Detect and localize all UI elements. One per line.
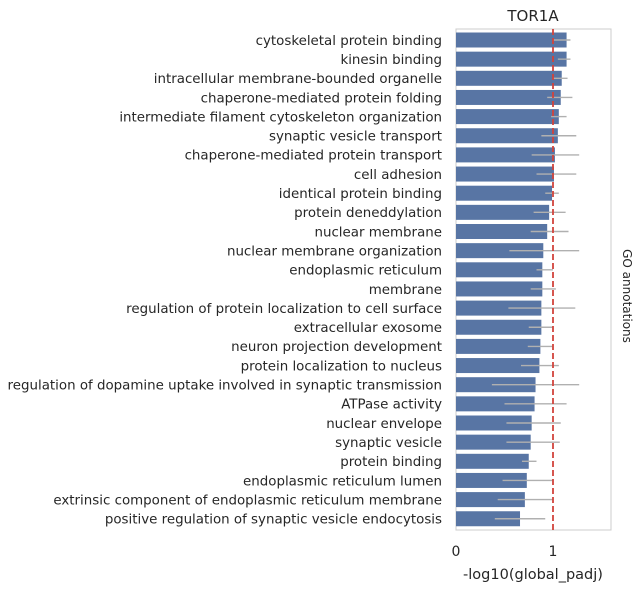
bar xyxy=(456,243,544,259)
category-label: nuclear envelope xyxy=(326,417,442,432)
bar xyxy=(456,281,543,297)
bar xyxy=(456,204,550,220)
bars-group xyxy=(456,32,567,527)
category-label: synaptic vesicle xyxy=(335,436,442,451)
bar xyxy=(456,319,542,335)
bar xyxy=(456,492,525,508)
bar xyxy=(456,224,548,239)
bar xyxy=(456,358,540,374)
bar xyxy=(456,472,527,488)
bar xyxy=(456,300,542,316)
category-label: protein binding xyxy=(340,455,442,470)
chart-title: TOR1A xyxy=(506,7,559,25)
category-label: cytoskeletal protein binding xyxy=(256,34,442,49)
category-label: ATPase activity xyxy=(341,398,442,413)
bar xyxy=(456,166,554,182)
category-label: cell adhesion xyxy=(354,168,442,183)
error-bars-group xyxy=(491,39,580,520)
bar xyxy=(456,32,567,48)
category-label: neuron projection development xyxy=(231,340,442,355)
category-label: chaperone-mediated protein folding xyxy=(201,91,442,106)
bar xyxy=(456,109,559,125)
category-label: regulation of protein localization to ce… xyxy=(126,302,442,317)
category-label: intracellular membrane-bounded organelle xyxy=(154,72,442,87)
category-label: extrinsic component of endoplasmic retic… xyxy=(53,493,442,508)
bar xyxy=(456,262,543,278)
category-label: identical protein binding xyxy=(279,187,442,202)
category-label: kinesin binding xyxy=(340,53,442,68)
x-axis-label: -log10(global_padj) xyxy=(463,567,603,583)
category-label: nuclear membrane organization xyxy=(227,244,442,259)
bar xyxy=(456,511,521,527)
category-label: positive regulation of synaptic vesicle … xyxy=(105,513,442,528)
category-labels-group: cytoskeletal protein binding kinesin bind… xyxy=(8,34,443,528)
x-tick-label: 1 xyxy=(549,544,558,560)
x-tick-label: 0 xyxy=(452,544,461,560)
bar xyxy=(456,396,535,412)
category-label: protein deneddylation xyxy=(294,206,442,221)
category-label: endoplasmic reticulum lumen xyxy=(243,474,442,489)
category-label: chaperone-mediated protein transport xyxy=(185,149,442,164)
bar xyxy=(456,185,553,201)
bar xyxy=(456,147,555,163)
y-axis-label: GO annotations xyxy=(620,249,634,343)
bar xyxy=(456,51,567,67)
category-label: nuclear membrane xyxy=(314,225,442,240)
bar xyxy=(456,70,562,86)
bar xyxy=(456,338,541,354)
bar xyxy=(456,434,531,450)
bar xyxy=(456,415,532,431)
category-label: protein localization to nucleus xyxy=(241,359,442,374)
category-label: synaptic vesicle transport xyxy=(269,130,442,145)
bar xyxy=(456,89,561,105)
category-label: membrane xyxy=(369,283,442,298)
category-label: regulation of dopamine uptake involved i… xyxy=(8,379,442,394)
bar xyxy=(456,128,558,144)
plot-frame xyxy=(455,28,612,531)
category-label: intermediate filament cytoskeleton organ… xyxy=(119,110,442,125)
category-label: endoplasmic reticulum xyxy=(289,264,442,279)
bar xyxy=(456,453,529,469)
category-label: extracellular exosome xyxy=(294,321,442,336)
